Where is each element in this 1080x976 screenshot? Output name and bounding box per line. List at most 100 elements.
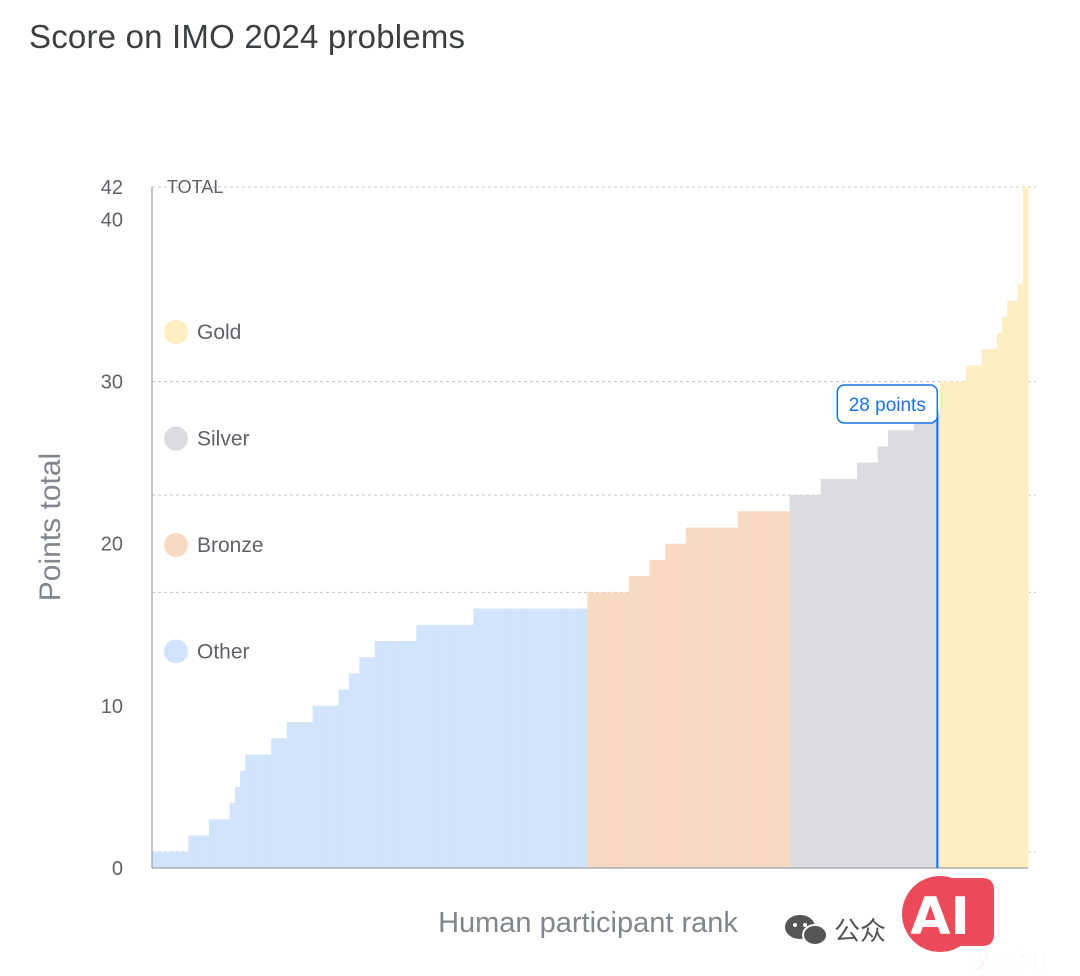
bar-gold (1012, 300, 1019, 868)
bar-other (354, 673, 360, 868)
legend-swatch (164, 426, 188, 451)
marker-callout-label: 28 points (849, 395, 926, 416)
bar-other (297, 722, 303, 868)
bar-bronze (722, 527, 728, 868)
bar-other (520, 608, 526, 868)
bar-other (152, 851, 158, 868)
bar-other (457, 624, 464, 868)
bar-other (483, 608, 490, 868)
bar-silver (856, 462, 863, 868)
bar-gold (1002, 316, 1008, 868)
bar-other (390, 641, 397, 868)
bar-silver (825, 478, 832, 868)
bar-gold (970, 365, 977, 868)
bar-bronze (597, 592, 604, 868)
bar-bronze (587, 592, 594, 868)
bar-silver (898, 430, 905, 868)
score-bars (152, 187, 1029, 869)
bar-silver (893, 430, 900, 868)
marker-callout-box (836, 384, 939, 424)
bar-other (172, 851, 179, 868)
bar-other (291, 722, 298, 868)
bar-other (380, 641, 386, 868)
bar-silver (862, 462, 868, 868)
ai-logo-subtext: 视频贴吧 (970, 950, 1046, 972)
bar-other (540, 608, 547, 868)
series-bronze (587, 511, 791, 868)
bar-silver (913, 414, 920, 868)
wechat-icon (785, 915, 828, 946)
bar-other (499, 608, 506, 868)
bar-other (452, 624, 459, 868)
bar-other (426, 624, 433, 868)
bar-bronze (779, 511, 785, 868)
y-tick-label: 20 (101, 534, 123, 556)
y-tick-label: 10 (101, 696, 123, 718)
bar-other (530, 608, 537, 868)
legend: Gold Silver Bronze Other (164, 320, 264, 664)
bar-silver (872, 462, 879, 868)
bar-silver (789, 495, 796, 868)
chart-title: Score on IMO 2024 problems (29, 18, 466, 55)
bar-other (193, 835, 200, 868)
bar-silver (799, 495, 806, 868)
bar-other (411, 641, 417, 868)
bar-other (566, 608, 573, 868)
legend-item-silver: Silver (164, 426, 250, 451)
bar-other (561, 608, 568, 868)
bar-silver (903, 430, 910, 868)
bar-other (271, 738, 278, 868)
y-tick-label: 0 (112, 858, 123, 880)
bar-other (395, 641, 402, 868)
bar-silver (867, 462, 874, 868)
bar-other (437, 624, 443, 868)
bar-silver (815, 495, 822, 868)
bar-other (468, 624, 474, 868)
bar-gold (996, 332, 1003, 868)
bar-bronze (680, 543, 687, 868)
bar-silver (794, 495, 801, 868)
bar-other (385, 641, 392, 868)
bar-other (374, 641, 381, 868)
legend-item-gold: Gold (164, 320, 241, 344)
bar-gold (960, 381, 967, 868)
legend-swatch (164, 639, 188, 664)
bar-other (260, 754, 267, 868)
bar-bronze (727, 527, 734, 868)
bar-other (535, 608, 542, 868)
bar-bronze (716, 527, 723, 868)
bar-other (509, 608, 516, 868)
bar-other (245, 754, 252, 868)
watermark-text: 公众 (834, 917, 886, 947)
bar-bronze (639, 576, 646, 868)
y-tick-labels: 0 10 20 30 40 42 TOTAL (101, 177, 224, 880)
bar-other (234, 786, 241, 868)
bar-other (198, 835, 205, 868)
y-tick-label: 40 (101, 209, 123, 231)
bar-bronze (670, 543, 677, 868)
axes (151, 187, 1028, 869)
bar-other (162, 851, 169, 868)
bar-other (556, 608, 563, 868)
legend-swatch (164, 320, 188, 344)
bar-other (317, 705, 324, 868)
series-silver (789, 414, 941, 868)
bar-other (312, 705, 319, 868)
bar-other (421, 624, 428, 868)
series-other (152, 608, 589, 868)
bar-bronze (675, 543, 682, 868)
bar-other (338, 689, 345, 868)
legend-item-other: Other (164, 639, 250, 664)
bar-other (405, 641, 412, 868)
bar-other (369, 657, 376, 868)
bar-gold (950, 381, 957, 868)
bar-bronze (768, 511, 775, 868)
y-axis-title: Points total (34, 453, 67, 601)
bar-bronze (659, 559, 666, 868)
bar-gold (986, 349, 993, 869)
bar-bronze (618, 592, 625, 868)
bar-silver (908, 430, 915, 868)
bar-bronze (654, 559, 661, 868)
total-label: TOTAL (167, 177, 223, 197)
